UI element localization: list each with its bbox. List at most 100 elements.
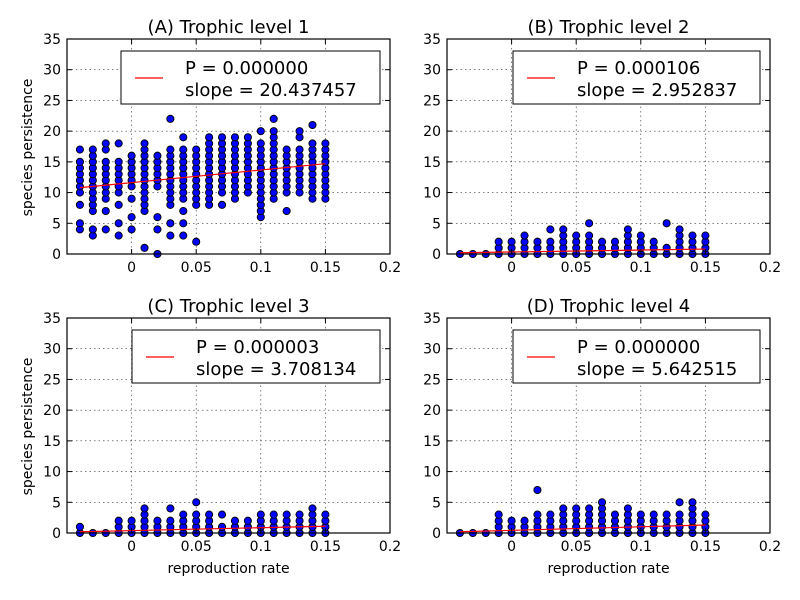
data-point [675, 498, 684, 507]
data-point [585, 231, 594, 240]
data-point [572, 504, 581, 513]
panel-title: (D) Trophic level 4 [527, 296, 690, 317]
data-point [321, 139, 330, 148]
y-tick-label: 25 [43, 93, 61, 109]
y-tick-label: 30 [423, 342, 441, 358]
data-point [597, 237, 607, 246]
legend-slope: slope = 2.952837 [577, 80, 737, 101]
y-tick-label: 5 [52, 495, 61, 511]
y-tick-label: 30 [43, 63, 61, 79]
data-point [192, 237, 201, 246]
data-point [114, 231, 123, 240]
data-point [559, 225, 568, 234]
x-tick-label: 0.2 [759, 539, 781, 555]
fit-line [459, 524, 706, 533]
x-tick-label: 0.1 [250, 539, 272, 555]
data-point [308, 504, 317, 513]
data-point [127, 151, 136, 160]
data-point [230, 516, 240, 525]
data-point [295, 145, 304, 154]
data-point [153, 151, 162, 160]
data-point [217, 510, 227, 519]
y-axis-label: species persistence [20, 358, 36, 496]
data-point [623, 225, 632, 234]
data-point [179, 145, 188, 154]
data-point [166, 231, 175, 240]
y-tick-label: 0 [52, 526, 61, 542]
data-point [75, 145, 84, 154]
y-tick-label: 25 [43, 372, 61, 388]
data-point [546, 510, 555, 519]
data-point [179, 206, 188, 216]
data-point [114, 516, 123, 525]
panel-title: (B) Trophic level 2 [528, 17, 690, 38]
legend-p-value: P = 0.000000 [577, 337, 700, 358]
data-point [269, 127, 278, 136]
y-axis-label: species persistence [20, 79, 36, 217]
plot-frame [66, 38, 391, 255]
y-tick-label: 0 [52, 247, 61, 263]
panel-title: (A) Trophic level 1 [148, 17, 310, 38]
data-point [282, 206, 291, 216]
data-point [140, 139, 149, 148]
plot-frame [446, 38, 771, 255]
fit-line [79, 163, 326, 189]
data-point [192, 498, 201, 507]
data-point [166, 145, 175, 154]
x-axis-label: reproduction rate [547, 561, 669, 577]
data-point [507, 516, 516, 525]
data-point [256, 510, 265, 519]
x-tick-label: 0 [127, 539, 136, 555]
data-point [610, 237, 620, 246]
data-point [179, 219, 188, 228]
data-point [688, 498, 697, 507]
data-point [533, 510, 542, 519]
data-point [101, 225, 110, 234]
data-point [101, 157, 110, 166]
data-point [675, 225, 684, 234]
data-point [610, 510, 620, 519]
data-point [114, 200, 123, 209]
y-tick-label: 35 [423, 32, 441, 48]
y-tick-label: 0 [432, 526, 441, 542]
x-tick-label: 0.1 [630, 539, 652, 555]
data-point [636, 510, 645, 519]
data-point [230, 133, 240, 142]
data-point [308, 139, 317, 148]
data-point [205, 510, 214, 519]
legend-box [120, 50, 381, 105]
y-tick-label: 20 [423, 124, 441, 140]
y-tick-label: 15 [43, 434, 61, 450]
data-point [585, 504, 594, 513]
x-tick-label: 0 [127, 260, 136, 276]
data-point [140, 504, 149, 513]
data-point [295, 510, 304, 519]
data-point [114, 139, 123, 148]
data-point [153, 225, 162, 234]
data-point [546, 225, 555, 234]
data-point [256, 139, 265, 148]
data-point [166, 114, 175, 123]
data-point [88, 225, 97, 234]
legend-p-value: P = 0.000000 [185, 58, 308, 79]
data-point [179, 510, 188, 519]
data-point [533, 237, 542, 246]
data-point [269, 510, 278, 519]
data-point [127, 516, 136, 525]
data-point [559, 504, 568, 513]
y-tick-label: 5 [52, 216, 61, 232]
data-point [127, 225, 136, 234]
legend-slope: slope = 3.708134 [196, 359, 356, 380]
x-axis-label: reproduction rate [167, 561, 289, 577]
data-point [192, 510, 201, 519]
data-point [662, 243, 671, 252]
y-tick-label: 10 [423, 465, 441, 481]
y-tick-label: 20 [423, 403, 441, 419]
y-tick-label: 25 [423, 372, 441, 388]
data-point [520, 231, 529, 240]
legend-p-value: P = 0.000106 [577, 58, 700, 79]
data-point [623, 504, 632, 513]
data-point [114, 219, 123, 228]
x-tick-label: 0.05 [561, 539, 592, 555]
